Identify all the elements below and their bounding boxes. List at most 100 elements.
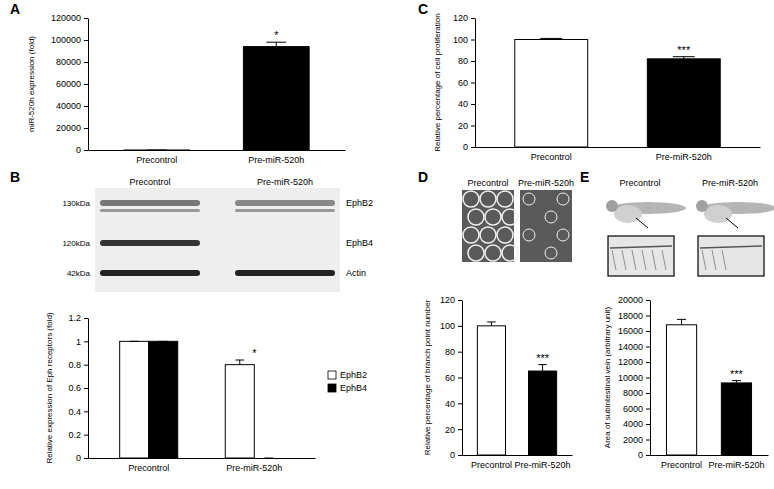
- y-tick-mark: [646, 316, 650, 317]
- x-axis-line: [651, 455, 769, 456]
- y-tick-label: 1: [76, 337, 81, 347]
- annotation: *: [274, 29, 279, 41]
- y-tick-label: 120: [440, 295, 455, 305]
- blot-band: [235, 200, 335, 206]
- y-axis-line: [462, 301, 463, 456]
- y-tick-label: 0.8: [68, 360, 81, 370]
- y-tick: 100: [440, 321, 462, 331]
- blot-band: [100, 209, 200, 212]
- band-size-label: 130kDa: [62, 199, 90, 208]
- tube-mesh: [545, 211, 557, 223]
- y-tick: 14000: [618, 342, 650, 352]
- y-tick: 0: [76, 453, 88, 463]
- y-tick-mark: [84, 62, 88, 63]
- y-axis: 020406080100120: [440, 295, 463, 460]
- tube-mesh: [480, 227, 496, 243]
- x-tick-label: Precontrol: [136, 155, 177, 165]
- y-tick-mark: [84, 18, 88, 19]
- y-tick-mark: [458, 326, 462, 327]
- error-bar: [540, 38, 562, 39]
- x-axis: PrecontrolPre-miR-520h: [476, 148, 761, 163]
- y-tick-mark: [84, 318, 88, 319]
- x-axis: PrecontrolPre-miR-520h: [89, 151, 346, 166]
- y-tick-label: 2000: [623, 435, 643, 445]
- x-tick-label: Precontrol: [661, 460, 702, 470]
- vessel: [712, 250, 716, 270]
- panel-title: E: [580, 169, 589, 185]
- error-bar-cap: [266, 42, 286, 43]
- y-tick-mark: [84, 458, 88, 459]
- y-tick: 6000: [623, 404, 650, 414]
- panel-title: D: [418, 169, 428, 185]
- y-tick-mark: [646, 362, 650, 363]
- y-axis-line: [475, 19, 476, 148]
- y-axis-line: [650, 301, 651, 456]
- x-tick-label: Precontrol: [128, 463, 169, 473]
- fish-yolk: [614, 205, 642, 223]
- x-axis: Precontrol Pre-miR-520h: [89, 459, 316, 474]
- y-axis-line: [88, 19, 89, 151]
- y-axis: 0200040006000800010000120001400016000180…: [618, 295, 651, 460]
- y-tick-mark: [84, 411, 88, 412]
- y-tick: 80000: [56, 57, 88, 67]
- y-axis-title: Relative percentage of branch point numb…: [423, 299, 432, 455]
- y-tick-mark: [646, 393, 650, 394]
- x-tick: Precontrol: [128, 463, 169, 473]
- vessel: [622, 250, 626, 270]
- y-tick-mark: [646, 440, 650, 441]
- y-tick-mark: [471, 147, 475, 148]
- vessel: [652, 250, 656, 270]
- band-protein-label: EphB4: [346, 238, 373, 248]
- panel-title: A: [10, 1, 20, 17]
- y-tick-mark: [646, 378, 650, 379]
- tube-mesh: [497, 227, 513, 243]
- y-tick: 60: [458, 78, 475, 88]
- vessel: [612, 250, 616, 270]
- vessel: [632, 250, 636, 270]
- blot-membrane: [95, 188, 340, 292]
- y-tick-mark: [471, 83, 475, 84]
- y-tick-mark: [84, 341, 88, 342]
- micrograph: [520, 190, 572, 262]
- y-axis-title: Relative expression of Eph receptors (fo…: [45, 312, 54, 464]
- x-tick: Pre-miR-520h: [226, 463, 282, 473]
- y-tick-label: 0: [463, 142, 468, 152]
- y-tick-mark: [84, 40, 88, 41]
- y-tick-label: 40: [458, 99, 468, 109]
- tube-mesh: [557, 229, 569, 241]
- tube-mesh: [485, 245, 501, 261]
- y-tick-mark: [458, 429, 462, 430]
- y-tick-label: 120000: [51, 13, 81, 23]
- y-tick-label: 100: [440, 321, 455, 331]
- y-tick-mark: [458, 352, 462, 353]
- y-tick: 8000: [623, 388, 650, 398]
- error-bar: [147, 149, 167, 150]
- y-tick-label: 16000: [618, 326, 643, 336]
- lane-label: Pre-miR-520h: [257, 177, 313, 187]
- fish-yolk: [704, 205, 732, 223]
- y-tick: 100: [453, 35, 475, 45]
- y-tick-label: 80: [445, 347, 455, 357]
- error-bar: [130, 341, 139, 342]
- error-bar-cap: [130, 341, 139, 342]
- error-bar: [264, 458, 273, 459]
- y-tick: 80: [445, 347, 462, 357]
- y-tick: 40: [445, 399, 462, 409]
- x-tick-label: Precontrol: [531, 152, 572, 162]
- y-tick-label: 20000: [56, 123, 81, 133]
- blot-band: [235, 209, 335, 212]
- y-tick-mark: [84, 106, 88, 107]
- blot-band: [235, 270, 335, 276]
- y-tick: 0: [450, 450, 462, 460]
- y-tick-label: 20: [458, 121, 468, 131]
- plot-area: [515, 38, 720, 147]
- error-bar: [235, 360, 244, 365]
- y-tick-mark: [471, 126, 475, 127]
- error-bar: [159, 341, 168, 342]
- y-tick: 4000: [623, 419, 650, 429]
- y-axis: 020000400006000080000100000120000: [51, 13, 89, 155]
- panel: A020000400006000080000100000120000Precon…: [10, 1, 346, 165]
- y-tick-label: 10000: [618, 373, 643, 383]
- x-axis-line: [463, 455, 573, 456]
- image-label: Pre-miR-520h: [702, 178, 758, 188]
